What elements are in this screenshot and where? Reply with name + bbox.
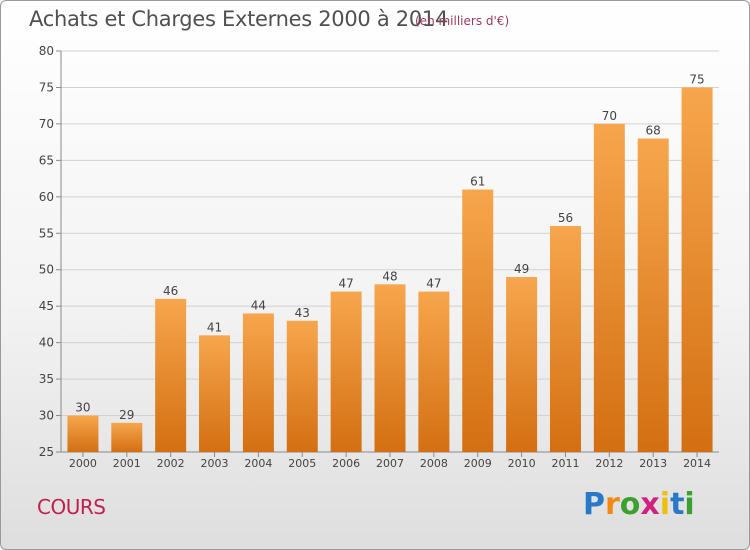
data-label: 44 — [251, 298, 266, 312]
bar-2007 — [374, 284, 406, 452]
commune-name: COURS — [37, 495, 106, 519]
bar-2002 — [155, 298, 187, 452]
bar-2012 — [593, 123, 625, 452]
logo-letter: x — [640, 487, 660, 522]
x-tick-label: 2010 — [508, 457, 536, 470]
logo-letter: r — [605, 487, 620, 522]
x-tick-label: 2003 — [201, 457, 229, 470]
x-tick-label: 2013 — [639, 457, 667, 470]
data-label: 46 — [163, 284, 178, 298]
proxiti-logo: Proxiti — [583, 487, 695, 522]
y-tick-label: 65 — [39, 153, 54, 167]
y-tick-label: 55 — [39, 226, 54, 240]
y-tick-label: 75 — [39, 80, 54, 94]
logo-letter: o — [619, 487, 641, 522]
x-tick-label: 2005 — [288, 457, 316, 470]
chart-title: Achats et Charges Externes 2000 à 2014 — [29, 7, 449, 31]
data-label: 47 — [338, 277, 353, 291]
bar-2010 — [506, 277, 538, 452]
data-label: 61 — [470, 175, 485, 189]
x-tick-label: 2008 — [420, 457, 448, 470]
data-label: 29 — [119, 408, 134, 422]
logo-letter: P — [583, 487, 605, 522]
labels: 25 30 35 40 45 50 55 60 65 70 75 80 30 2000 29 2001 46 20… — [39, 44, 711, 470]
y-tick-label: 80 — [39, 44, 54, 58]
bar-2004 — [242, 313, 274, 452]
y-tick-label: 30 — [39, 409, 54, 423]
data-label: 30 — [75, 401, 90, 415]
bar-2014 — [681, 87, 713, 453]
data-label: 43 — [295, 306, 310, 320]
x-tick-label: 2004 — [244, 457, 272, 470]
x-tick-label: 2006 — [332, 457, 360, 470]
bar-2006 — [330, 291, 362, 452]
x-tick-label: 2009 — [464, 457, 492, 470]
bars — [67, 87, 713, 453]
data-label: 49 — [514, 262, 529, 276]
y-tick-label: 60 — [39, 190, 54, 204]
logo-letter: i — [684, 487, 695, 522]
x-tick-label: 2012 — [595, 457, 623, 470]
data-label: 56 — [558, 211, 573, 225]
x-tick-label: 2001 — [113, 457, 141, 470]
y-tick-label: 35 — [39, 372, 54, 386]
y-tick-label: 40 — [39, 336, 54, 350]
y-tick-label: 45 — [39, 299, 54, 313]
logo-letter: i — [659, 487, 671, 522]
bar-2009 — [462, 189, 494, 452]
data-label: 75 — [689, 72, 704, 86]
bar-2011 — [549, 225, 581, 452]
y-tick-label: 25 — [39, 445, 54, 459]
x-tick-label: 2014 — [683, 457, 711, 470]
bar-2005 — [286, 320, 318, 452]
y-tick-label: 70 — [39, 117, 54, 131]
data-label: 68 — [646, 123, 661, 137]
data-label: 41 — [207, 320, 222, 334]
bar-2001 — [111, 422, 143, 452]
bar-2008 — [418, 291, 450, 452]
x-tick-label: 2011 — [551, 457, 579, 470]
data-label: 70 — [602, 109, 617, 123]
data-label: 48 — [382, 269, 397, 283]
logo-letter: t — [670, 487, 685, 522]
x-tick-label: 2000 — [69, 457, 97, 470]
x-tick-label: 2002 — [157, 457, 185, 470]
bar-2003 — [199, 335, 231, 452]
y-tick-label: 50 — [39, 263, 54, 277]
data-label: 47 — [426, 277, 441, 291]
x-tick-label: 2007 — [376, 457, 404, 470]
bar-2013 — [637, 138, 669, 452]
chart-unit-note: (en milliers d'€) — [415, 14, 510, 28]
bar-2000 — [67, 415, 99, 452]
